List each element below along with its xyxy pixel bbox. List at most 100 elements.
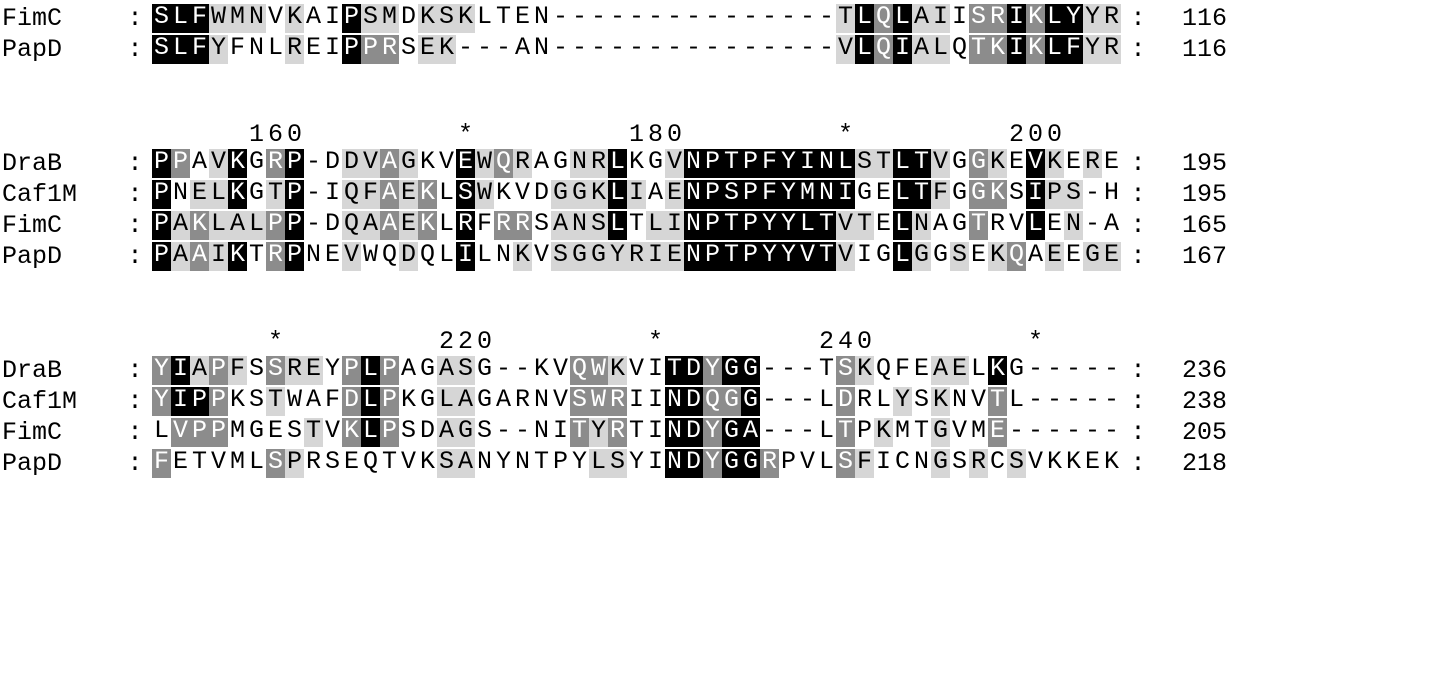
tick: [323, 122, 342, 147]
residue: I: [665, 211, 684, 240]
residue: A: [456, 449, 475, 478]
residue: V: [1026, 449, 1045, 478]
tick: 0: [1026, 122, 1045, 147]
residue: T: [836, 4, 855, 33]
tick: [950, 122, 969, 147]
residue: G: [722, 387, 741, 416]
residue: V: [437, 149, 456, 178]
residue: T: [817, 211, 836, 240]
residue: N: [570, 149, 589, 178]
residue: A: [399, 356, 418, 385]
tick: [703, 122, 722, 147]
residue: S: [399, 35, 418, 64]
residue: A: [513, 35, 532, 64]
residue: I: [171, 387, 190, 416]
residue: V: [836, 35, 855, 64]
sequence-name: FimC: [2, 6, 118, 31]
residue: K: [988, 35, 1007, 64]
tick: [399, 329, 418, 354]
residue: M: [893, 418, 912, 447]
tick: [570, 329, 589, 354]
tick: [893, 329, 912, 354]
residue: P: [209, 418, 228, 447]
residue: W: [209, 4, 228, 33]
residue: S: [836, 449, 855, 478]
tick: [684, 122, 703, 147]
separator: :: [1121, 151, 1155, 176]
residue: -: [1083, 387, 1102, 416]
residue: W: [361, 242, 380, 271]
residue: R: [513, 211, 532, 240]
residue: A: [931, 356, 950, 385]
residue: L: [836, 149, 855, 178]
separator: :: [1121, 213, 1155, 238]
residue: E: [399, 180, 418, 209]
residue: K: [608, 356, 627, 385]
residue: E: [1102, 242, 1121, 271]
residue: C: [988, 449, 1007, 478]
residue: R: [456, 211, 475, 240]
residue: -: [741, 35, 760, 64]
tick: [247, 329, 266, 354]
residue: K: [418, 149, 437, 178]
tick: [228, 329, 247, 354]
residue: Y: [760, 242, 779, 271]
tick: [152, 329, 171, 354]
tick: *: [646, 329, 665, 354]
residue: Y: [779, 242, 798, 271]
residue: -: [798, 418, 817, 447]
sequence: PAAIKTRPNEVWQDQLILNKVSGGYRIENPTPYYVTVIGL…: [152, 242, 1121, 271]
residue: G: [1083, 242, 1102, 271]
residue: E: [1064, 242, 1083, 271]
sequence: SLFYFNLREIPPRSEK---AN---------------VLQI…: [152, 35, 1121, 64]
tick: 0: [475, 329, 494, 354]
sequence-row: Caf1M:PNELKGTP-IQFAEKLSWKVDGGKLIAENPSPFY…: [2, 180, 1446, 209]
tick: [304, 122, 323, 147]
residue: -: [627, 4, 646, 33]
tick: [342, 329, 361, 354]
tick: [1083, 122, 1102, 147]
residue: G: [931, 242, 950, 271]
residue: S: [266, 356, 285, 385]
residue: V: [171, 418, 190, 447]
residue: C: [893, 449, 912, 478]
tick: [475, 122, 494, 147]
residue: -: [1102, 418, 1121, 447]
tick: [912, 329, 931, 354]
residue: A: [437, 418, 456, 447]
residue: G: [456, 418, 475, 447]
residue: K: [988, 242, 1007, 271]
residue: Q: [950, 35, 969, 64]
tick: 2: [456, 329, 475, 354]
residue: E: [266, 418, 285, 447]
tick: [570, 122, 589, 147]
residue: F: [361, 180, 380, 209]
sequence: PAKLALPP-DQAAEKLRFRRSANSLTLINPTPYYLTVTEL…: [152, 211, 1121, 240]
residue: K: [988, 149, 1007, 178]
residue: M: [798, 180, 817, 209]
residue: P: [285, 242, 304, 271]
residue: A: [380, 180, 399, 209]
residue: V: [798, 242, 817, 271]
residue: D: [684, 418, 703, 447]
residue: T: [570, 418, 589, 447]
tick: 0: [855, 329, 874, 354]
sequence: PPAVKGRP-DDVAGKVEWQRAGNRLKGVNPTPFYINLSTL…: [152, 149, 1121, 178]
tick: 2: [1007, 122, 1026, 147]
tick: [551, 329, 570, 354]
residue: G: [950, 211, 969, 240]
residue: -: [494, 356, 513, 385]
residue: R: [988, 211, 1007, 240]
residue: V: [209, 149, 228, 178]
residue: S: [323, 449, 342, 478]
residue: T: [190, 449, 209, 478]
residue: A: [437, 356, 456, 385]
residue: Y: [1083, 4, 1102, 33]
sequence-row: DraB:PPAVKGRP-DDVAGKVEWQRAGNRLKGVNPTPFYI…: [2, 149, 1446, 178]
residue: R: [304, 449, 323, 478]
residue: S: [722, 180, 741, 209]
residue: K: [285, 4, 304, 33]
residue: P: [285, 211, 304, 240]
residue: S: [247, 356, 266, 385]
residue: -: [1083, 180, 1102, 209]
